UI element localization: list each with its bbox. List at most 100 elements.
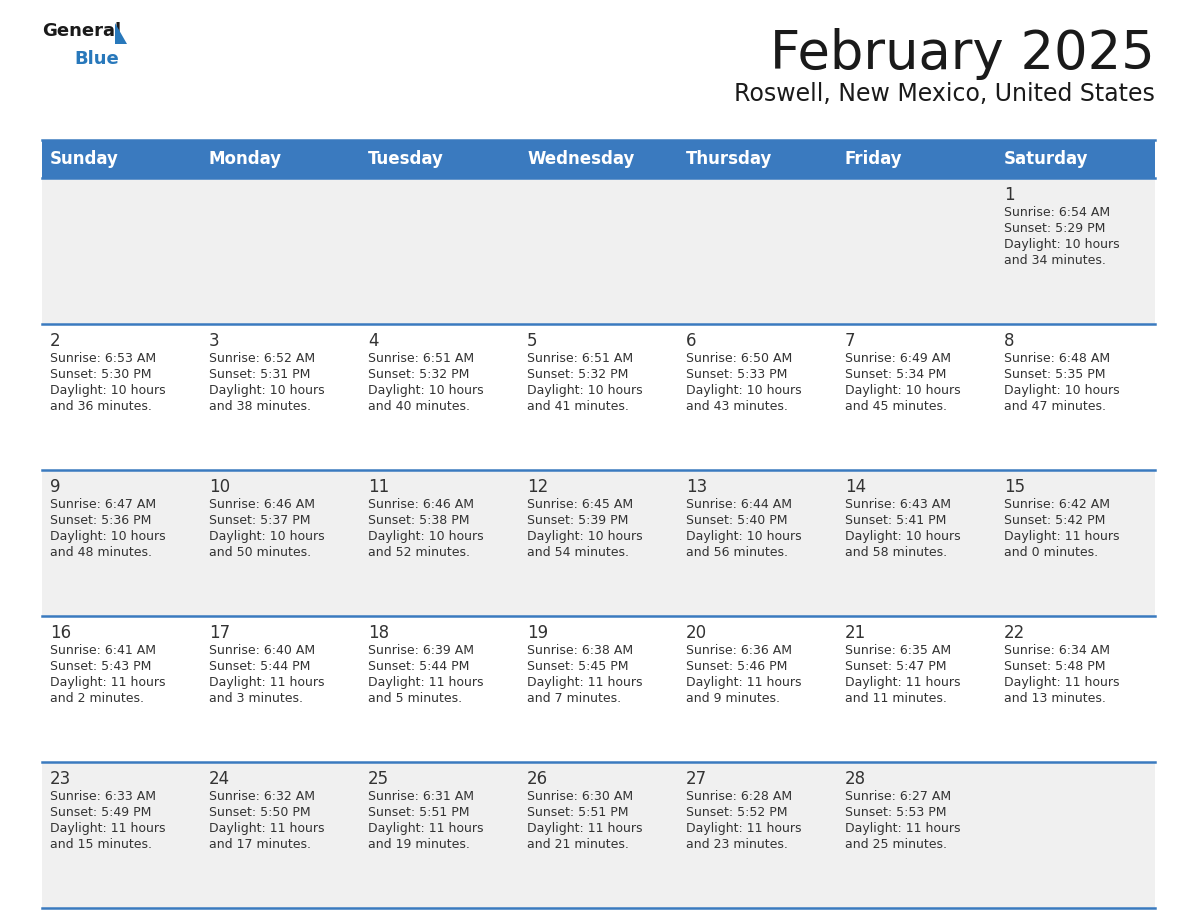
Text: Daylight: 11 hours: Daylight: 11 hours bbox=[845, 822, 961, 835]
Text: Sunset: 5:51 PM: Sunset: 5:51 PM bbox=[527, 806, 628, 819]
Text: Daylight: 11 hours: Daylight: 11 hours bbox=[50, 676, 165, 689]
Bar bbox=[42, 616, 1155, 762]
Text: 8: 8 bbox=[1004, 332, 1015, 350]
Text: and 15 minutes.: and 15 minutes. bbox=[50, 838, 152, 851]
Text: 19: 19 bbox=[527, 624, 548, 642]
Text: Sunset: 5:40 PM: Sunset: 5:40 PM bbox=[685, 514, 788, 527]
Text: Sunrise: 6:38 AM: Sunrise: 6:38 AM bbox=[527, 644, 633, 657]
Text: 20: 20 bbox=[685, 624, 707, 642]
Text: Sunset: 5:36 PM: Sunset: 5:36 PM bbox=[50, 514, 151, 527]
Text: and 54 minutes.: and 54 minutes. bbox=[527, 546, 628, 559]
Text: 28: 28 bbox=[845, 770, 866, 788]
Text: Sunset: 5:52 PM: Sunset: 5:52 PM bbox=[685, 806, 788, 819]
Text: Daylight: 10 hours: Daylight: 10 hours bbox=[368, 530, 484, 543]
Text: and 25 minutes.: and 25 minutes. bbox=[845, 838, 947, 851]
Text: Sunset: 5:47 PM: Sunset: 5:47 PM bbox=[845, 660, 947, 673]
Text: and 23 minutes.: and 23 minutes. bbox=[685, 838, 788, 851]
Text: Daylight: 11 hours: Daylight: 11 hours bbox=[1004, 676, 1119, 689]
Text: Daylight: 10 hours: Daylight: 10 hours bbox=[527, 384, 643, 397]
Text: 23: 23 bbox=[50, 770, 71, 788]
Text: and 56 minutes.: and 56 minutes. bbox=[685, 546, 788, 559]
Text: Tuesday: Tuesday bbox=[368, 150, 444, 168]
Text: Monday: Monday bbox=[209, 150, 282, 168]
Text: Sunset: 5:31 PM: Sunset: 5:31 PM bbox=[209, 368, 310, 381]
Text: and 0 minutes.: and 0 minutes. bbox=[1004, 546, 1098, 559]
Polygon shape bbox=[115, 23, 127, 44]
Text: Sunset: 5:32 PM: Sunset: 5:32 PM bbox=[527, 368, 628, 381]
Text: Sunrise: 6:47 AM: Sunrise: 6:47 AM bbox=[50, 498, 156, 511]
Text: and 21 minutes.: and 21 minutes. bbox=[527, 838, 628, 851]
Text: Sunrise: 6:51 AM: Sunrise: 6:51 AM bbox=[368, 352, 474, 365]
Text: 14: 14 bbox=[845, 478, 866, 496]
Text: Sunset: 5:45 PM: Sunset: 5:45 PM bbox=[527, 660, 628, 673]
Text: 24: 24 bbox=[209, 770, 230, 788]
Text: 21: 21 bbox=[845, 624, 866, 642]
Text: Sunset: 5:38 PM: Sunset: 5:38 PM bbox=[368, 514, 469, 527]
Text: Daylight: 11 hours: Daylight: 11 hours bbox=[209, 676, 324, 689]
Text: Sunrise: 6:54 AM: Sunrise: 6:54 AM bbox=[1004, 206, 1110, 219]
Text: Sunrise: 6:53 AM: Sunrise: 6:53 AM bbox=[50, 352, 156, 365]
Text: Sunset: 5:50 PM: Sunset: 5:50 PM bbox=[209, 806, 310, 819]
Text: 6: 6 bbox=[685, 332, 696, 350]
Text: and 38 minutes.: and 38 minutes. bbox=[209, 400, 311, 413]
Text: Daylight: 11 hours: Daylight: 11 hours bbox=[368, 822, 484, 835]
Text: and 9 minutes.: and 9 minutes. bbox=[685, 692, 781, 705]
Text: 27: 27 bbox=[685, 770, 707, 788]
Text: General: General bbox=[42, 22, 121, 40]
Text: 16: 16 bbox=[50, 624, 71, 642]
Text: Daylight: 11 hours: Daylight: 11 hours bbox=[209, 822, 324, 835]
Text: Sunrise: 6:46 AM: Sunrise: 6:46 AM bbox=[368, 498, 474, 511]
Bar bbox=[42, 140, 1155, 178]
Text: 25: 25 bbox=[368, 770, 390, 788]
Text: Sunrise: 6:48 AM: Sunrise: 6:48 AM bbox=[1004, 352, 1110, 365]
Text: Sunrise: 6:52 AM: Sunrise: 6:52 AM bbox=[209, 352, 315, 365]
Text: Sunrise: 6:30 AM: Sunrise: 6:30 AM bbox=[527, 790, 633, 803]
Text: Daylight: 10 hours: Daylight: 10 hours bbox=[845, 530, 961, 543]
Text: Daylight: 10 hours: Daylight: 10 hours bbox=[527, 530, 643, 543]
Text: and 45 minutes.: and 45 minutes. bbox=[845, 400, 947, 413]
Text: 26: 26 bbox=[527, 770, 548, 788]
Text: Daylight: 10 hours: Daylight: 10 hours bbox=[50, 384, 165, 397]
Text: and 48 minutes.: and 48 minutes. bbox=[50, 546, 152, 559]
Text: Daylight: 11 hours: Daylight: 11 hours bbox=[527, 822, 643, 835]
Text: Roswell, New Mexico, United States: Roswell, New Mexico, United States bbox=[734, 82, 1155, 106]
Text: Daylight: 10 hours: Daylight: 10 hours bbox=[209, 530, 324, 543]
Text: and 17 minutes.: and 17 minutes. bbox=[209, 838, 311, 851]
Text: and 34 minutes.: and 34 minutes. bbox=[1004, 254, 1106, 267]
Text: Daylight: 11 hours: Daylight: 11 hours bbox=[527, 676, 643, 689]
Text: Sunset: 5:44 PM: Sunset: 5:44 PM bbox=[209, 660, 310, 673]
Text: and 43 minutes.: and 43 minutes. bbox=[685, 400, 788, 413]
Text: 7: 7 bbox=[845, 332, 855, 350]
Text: 13: 13 bbox=[685, 478, 707, 496]
Text: Sunrise: 6:36 AM: Sunrise: 6:36 AM bbox=[685, 644, 792, 657]
Text: and 52 minutes.: and 52 minutes. bbox=[368, 546, 470, 559]
Text: and 13 minutes.: and 13 minutes. bbox=[1004, 692, 1106, 705]
Text: Daylight: 11 hours: Daylight: 11 hours bbox=[50, 822, 165, 835]
Text: Sunset: 5:33 PM: Sunset: 5:33 PM bbox=[685, 368, 788, 381]
Text: and 11 minutes.: and 11 minutes. bbox=[845, 692, 947, 705]
Text: and 7 minutes.: and 7 minutes. bbox=[527, 692, 621, 705]
Text: 3: 3 bbox=[209, 332, 220, 350]
Text: Sunrise: 6:41 AM: Sunrise: 6:41 AM bbox=[50, 644, 156, 657]
Text: and 3 minutes.: and 3 minutes. bbox=[209, 692, 303, 705]
Text: Sunset: 5:34 PM: Sunset: 5:34 PM bbox=[845, 368, 947, 381]
Text: Daylight: 10 hours: Daylight: 10 hours bbox=[50, 530, 165, 543]
Text: Sunset: 5:44 PM: Sunset: 5:44 PM bbox=[368, 660, 469, 673]
Text: Sunrise: 6:32 AM: Sunrise: 6:32 AM bbox=[209, 790, 315, 803]
Text: Sunset: 5:51 PM: Sunset: 5:51 PM bbox=[368, 806, 469, 819]
Text: Sunset: 5:29 PM: Sunset: 5:29 PM bbox=[1004, 222, 1105, 235]
Text: Sunrise: 6:45 AM: Sunrise: 6:45 AM bbox=[527, 498, 633, 511]
Text: Sunrise: 6:51 AM: Sunrise: 6:51 AM bbox=[527, 352, 633, 365]
Text: 2: 2 bbox=[50, 332, 61, 350]
Text: Daylight: 11 hours: Daylight: 11 hours bbox=[685, 676, 802, 689]
Text: and 40 minutes.: and 40 minutes. bbox=[368, 400, 470, 413]
Text: and 50 minutes.: and 50 minutes. bbox=[209, 546, 311, 559]
Text: Sunrise: 6:44 AM: Sunrise: 6:44 AM bbox=[685, 498, 792, 511]
Text: Thursday: Thursday bbox=[685, 150, 772, 168]
Text: Daylight: 10 hours: Daylight: 10 hours bbox=[845, 384, 961, 397]
Text: 9: 9 bbox=[50, 478, 61, 496]
Text: Blue: Blue bbox=[74, 50, 119, 68]
Bar bbox=[42, 762, 1155, 908]
Text: Sunrise: 6:50 AM: Sunrise: 6:50 AM bbox=[685, 352, 792, 365]
Text: Sunset: 5:43 PM: Sunset: 5:43 PM bbox=[50, 660, 151, 673]
